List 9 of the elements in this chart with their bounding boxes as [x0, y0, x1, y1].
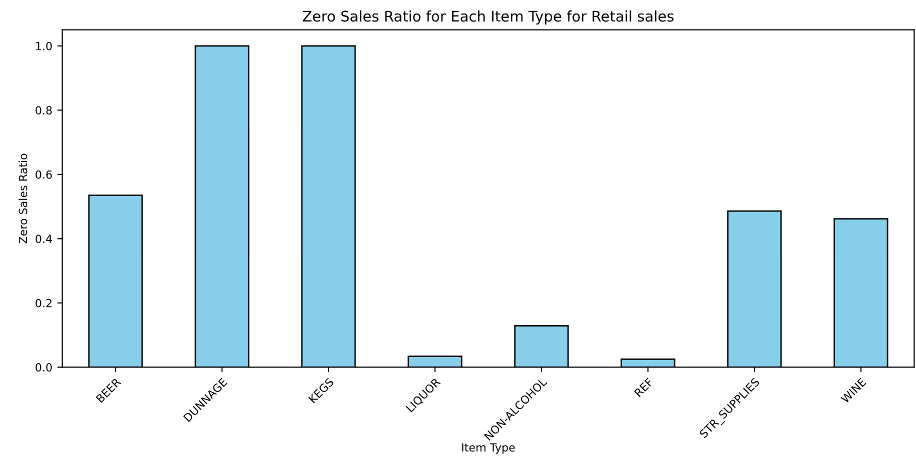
chart-title: Zero Sales Ratio for Each Item Type for Retail sales [302, 10, 674, 25]
y-tick-label: 0.6 [36, 170, 52, 179]
y-tick-label: 0.0 [36, 363, 52, 372]
y-tick-label: 0.2 [36, 298, 52, 308]
y-tick-label: 1.0 [36, 42, 52, 50]
y-tick-label: 0.4 [36, 234, 52, 244]
x-axis-title: Item Type [462, 443, 515, 454]
y-axis-title: Zero Sales Ratio [18, 154, 28, 244]
y-tick-label: 0.8 [36, 106, 52, 115]
